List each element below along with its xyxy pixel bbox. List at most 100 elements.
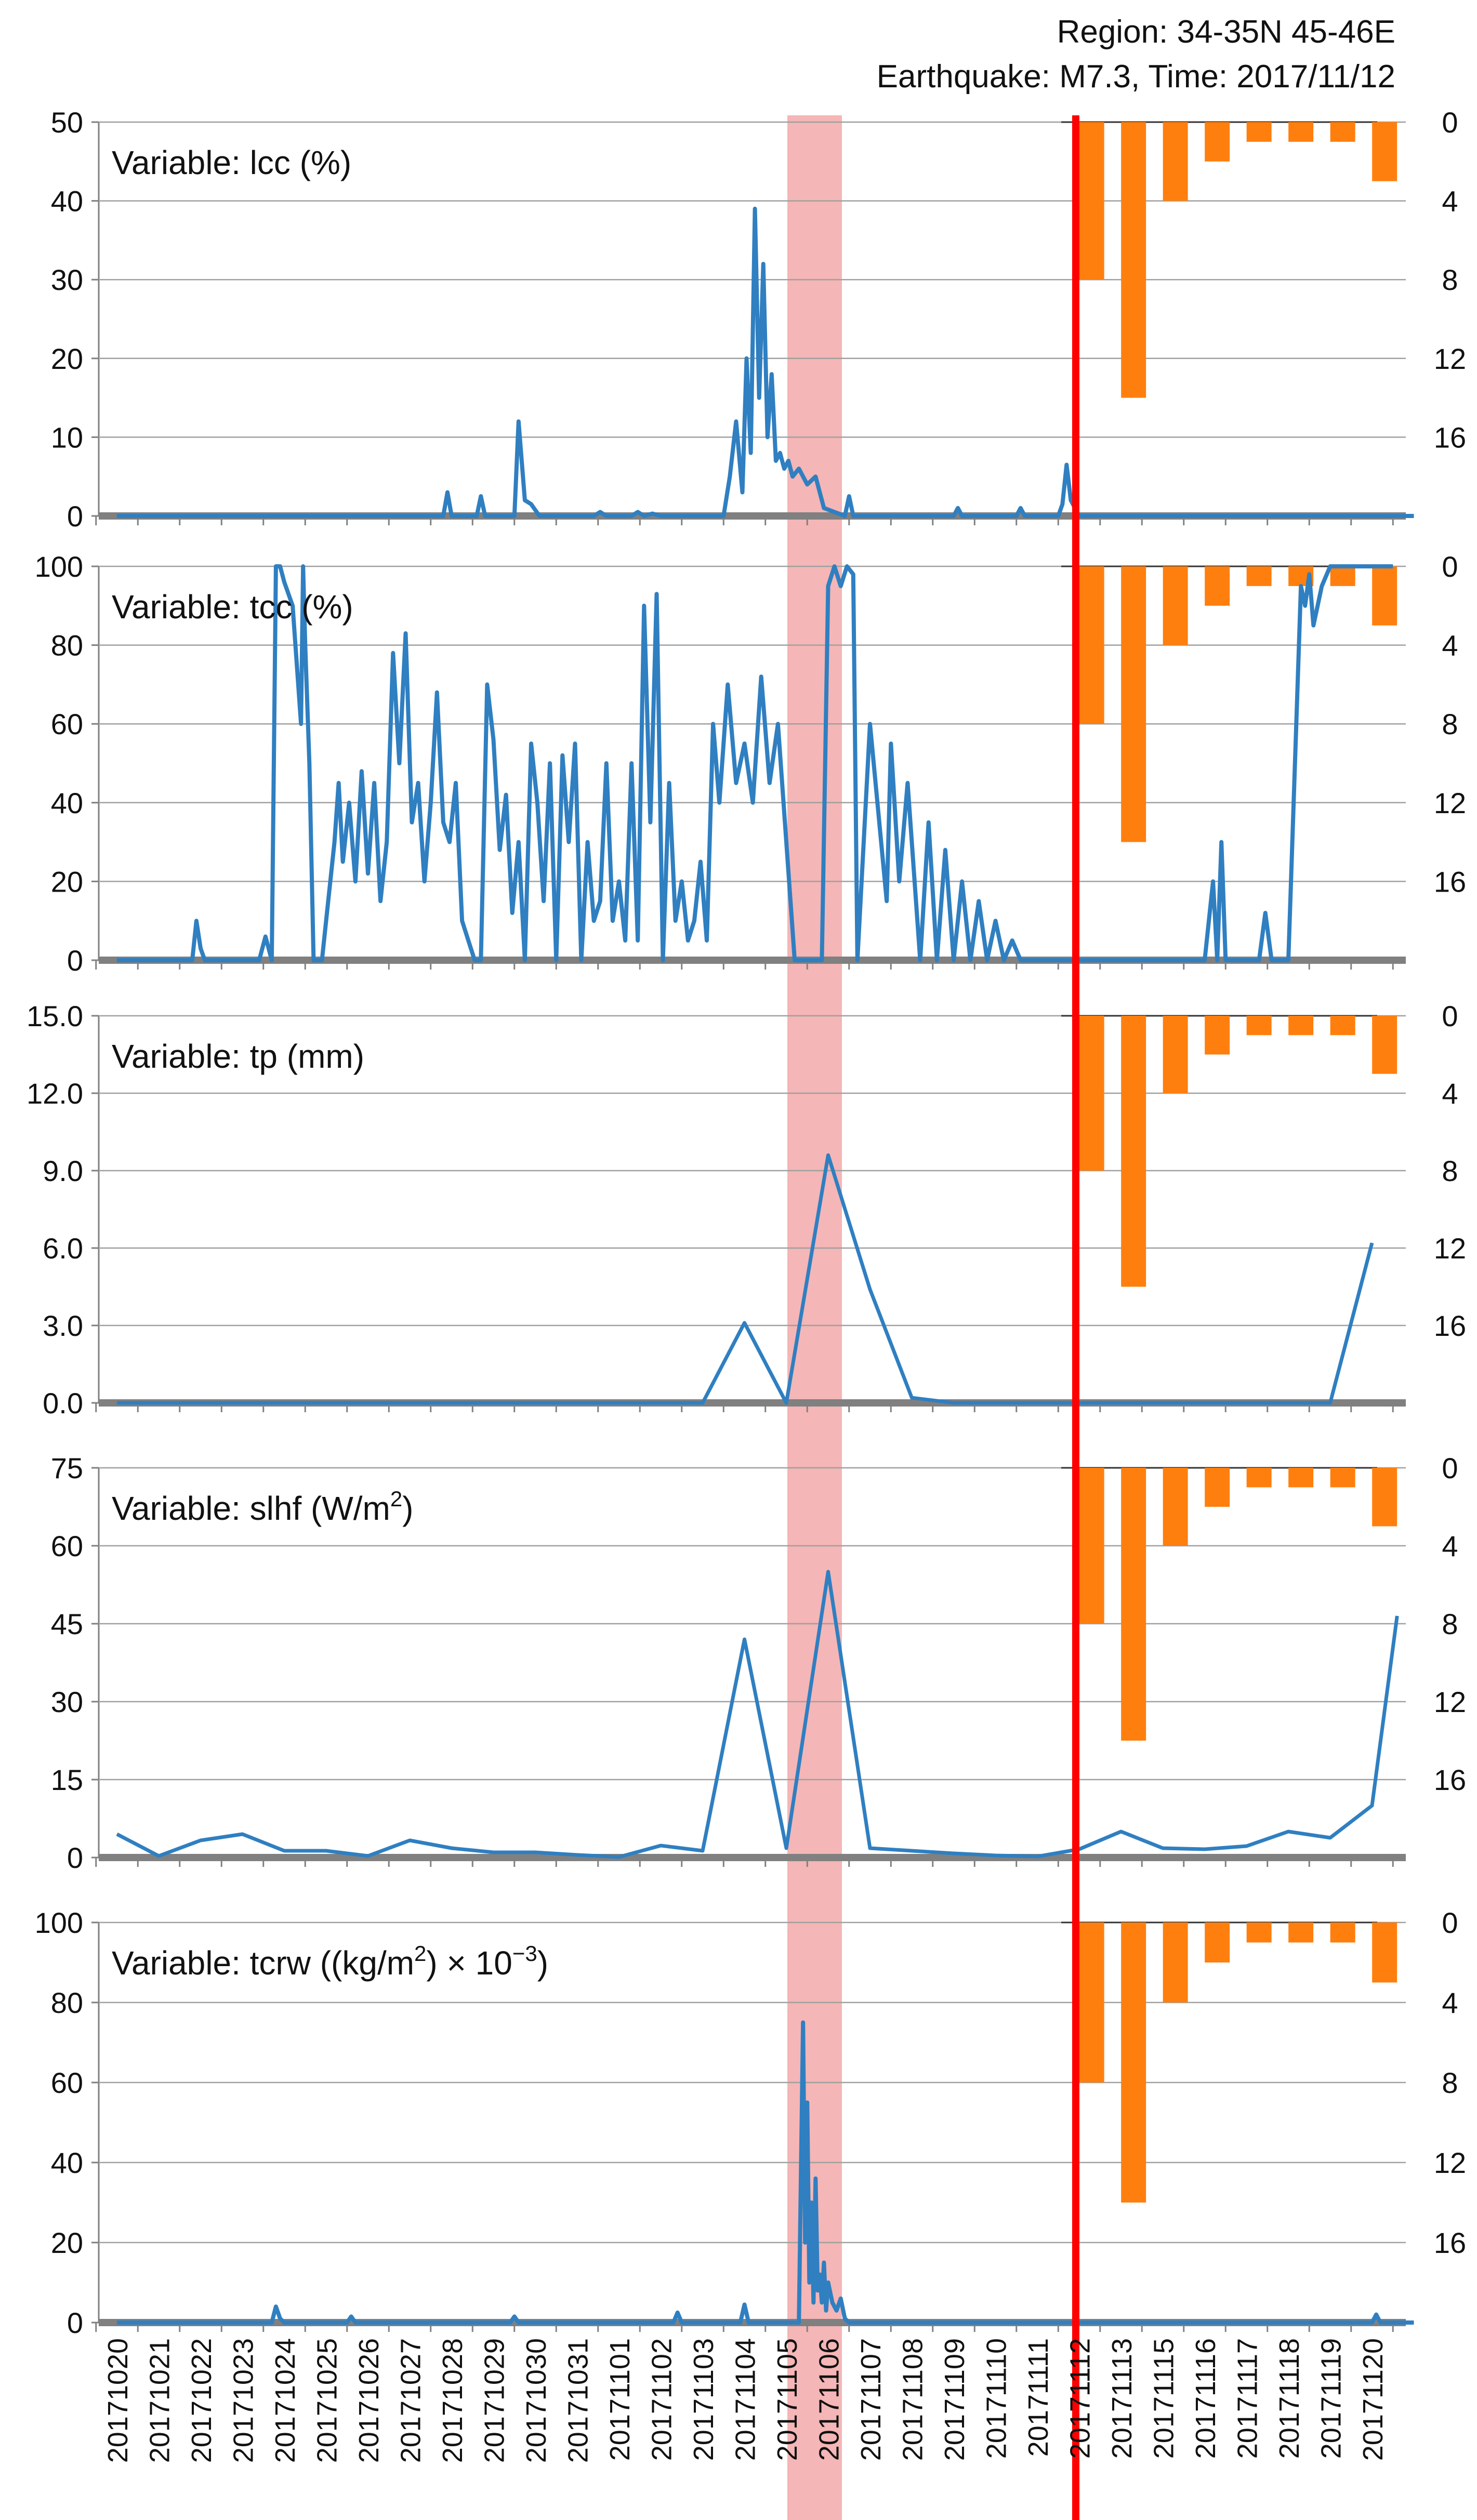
x-tick-label: 20171022 [186, 2338, 217, 2463]
title-text-end: ) [402, 1490, 413, 1527]
y-tick-label-tcc: 60 [51, 708, 83, 740]
right-tick-label-slhf: 0 [1442, 1452, 1458, 1484]
magnitude-bar-lcc [1372, 122, 1397, 181]
panel-tcrw: 0 20 40 60 80 100 0 4 8 12 16 Variable: tcrw ((kg/m… [35, 1906, 1467, 2339]
panel-slhf: 0 15 30 45 60 75 0 4 8 12 16 Variable: slhf (W/m2) [51, 1452, 1466, 1874]
magnitude-bar-tp [1288, 1016, 1314, 1036]
right-tick-label-tcrw: 12 [1434, 2146, 1466, 2179]
magnitude-bar-tp [1205, 1016, 1230, 1055]
x-tick-label: 20171111 [1023, 2338, 1054, 2457]
x-tick-label: 20171103 [688, 2338, 719, 2461]
y-tick-label-tcrw: 40 [51, 2146, 83, 2179]
magnitude-bar-tp [1330, 1016, 1355, 1036]
magnitude-bar-tcc [1330, 566, 1355, 586]
right-tick-label-tcrw: 0 [1442, 1906, 1458, 1939]
y-tick-label-tp: 9.0 [43, 1155, 83, 1187]
x-tick-label: 20171026 [353, 2338, 385, 2463]
y-tick-label-lcc: 30 [51, 263, 83, 296]
x-tick-label: 20171115 [1149, 2338, 1180, 2459]
y-tick-label-tcc: 40 [51, 787, 83, 819]
right-tick-label-tcrw: 4 [1442, 1986, 1458, 2019]
magnitude-bar-tcc [1246, 566, 1272, 586]
panel-title-tcc: Variable: tcc (%) [112, 588, 353, 626]
right-tick-label-tcc: 8 [1442, 708, 1458, 740]
right-tick-label-tcrw: 16 [1434, 2226, 1466, 2259]
y-tick-label-tp: 3.0 [43, 1309, 83, 1342]
magnitude-bar-slhf [1121, 1468, 1146, 1741]
x-tick-label: 20171101 [604, 2338, 636, 2461]
right-tick-label-lcc: 8 [1442, 263, 1458, 296]
right-tick-label-lcc: 16 [1434, 421, 1466, 454]
right-tick-label-lcc: 4 [1442, 185, 1458, 218]
title-text-close: ) [537, 1944, 548, 1982]
right-tick-label-tp: 0 [1442, 1000, 1458, 1032]
x-tick-label: 20171120 [1357, 2338, 1389, 2461]
magnitude-bar-tcrw [1205, 1922, 1230, 1962]
magnitude-bar-tcrw [1246, 1922, 1272, 1943]
magnitude-bar-slhf [1246, 1468, 1272, 1488]
x-tick-label: 20171028 [437, 2338, 468, 2463]
panel-title-lcc: Variable: lcc (%) [112, 144, 351, 181]
panel-title-tp: Variable: tp (mm) [112, 1038, 364, 1075]
title-superscript: 2 [414, 1941, 426, 1966]
right-tick-label-tp: 16 [1434, 1309, 1466, 1342]
x-tick-label: 20171110 [981, 2338, 1012, 2459]
x-tick-label: 20171119 [1316, 2338, 1347, 2459]
y-tick-label-tcc: 80 [51, 629, 83, 662]
y-tick-label-lcc: 20 [51, 342, 83, 375]
magnitude-bar-lcc [1330, 122, 1355, 142]
magnitude-bar-tcc [1205, 566, 1230, 606]
region-label: Region: 34-35N 45-46E [1057, 14, 1395, 50]
x-tick-label: 20171029 [479, 2338, 510, 2463]
right-tick-label-tcc: 16 [1434, 865, 1466, 898]
x-tick-label: 20171109 [939, 2338, 970, 2461]
y-tick-label-tcrw: 0 [67, 2306, 83, 2339]
panel-title-tcrw: Variable: tcrw ((kg/m2) × 10−3) [112, 1941, 548, 1982]
magnitude-bar-tp [1246, 1016, 1272, 1036]
y-tick-label-slhf: 60 [51, 1530, 83, 1562]
y-tick-label-lcc: 0 [67, 500, 83, 533]
x-tick-label: 20171108 [898, 2338, 929, 2461]
y-tick-label-lcc: 50 [51, 106, 83, 139]
magnitude-bar-tcrw [1288, 1922, 1314, 1943]
magnitude-bar-slhf [1079, 1468, 1104, 1624]
y-tick-label-tcrw: 20 [51, 2226, 83, 2259]
title-text: Variable: slhf (W/m [112, 1490, 390, 1527]
magnitude-bar-slhf [1288, 1468, 1314, 1488]
right-tick-label-slhf: 4 [1442, 1530, 1458, 1562]
y-tick-label-tcrw: 100 [35, 1906, 83, 1939]
magnitude-bar-slhf [1330, 1468, 1355, 1488]
x-tick-label: 20171106 [814, 2338, 845, 2461]
magnitude-bar-tp [1121, 1016, 1146, 1287]
magnitude-bar-lcc [1288, 122, 1314, 142]
x-tick-label: 20171027 [395, 2338, 427, 2463]
y-tick-label-lcc: 10 [51, 421, 83, 454]
panel-lcc: 0 10 20 30 40 50 0 4 8 12 16 Variable: lcc (%) [51, 106, 1466, 533]
x-tick-label: 20171102 [647, 2338, 678, 2461]
y-tick-label-tp: 15.0 [27, 1000, 83, 1032]
series-line-tp [117, 1153, 1374, 1405]
magnitude-bar-slhf [1205, 1468, 1230, 1507]
x-tick-label: 20171021 [144, 2338, 176, 2463]
right-tick-label-tcc: 4 [1442, 629, 1458, 662]
y-tick-label-tp: 6.0 [43, 1232, 83, 1265]
x-tick-label: 20171020 [102, 2338, 134, 2463]
right-tick-label-lcc: 0 [1442, 106, 1458, 139]
y-tick-label-slhf: 30 [51, 1686, 83, 1718]
x-tick-label: 20171105 [772, 2338, 803, 2461]
series-line-tcc [117, 564, 1393, 962]
title-text: Variable: tcrw ((kg/m [112, 1944, 414, 1982]
magnitude-bar-tcc [1121, 566, 1146, 842]
y-tick-label-tcc: 20 [51, 865, 83, 898]
x-tick-label: 20171118 [1274, 2338, 1305, 2459]
magnitude-bar-tcc [1163, 566, 1188, 645]
x-tick-label: 20171116 [1190, 2338, 1221, 2459]
y-tick-label-slhf: 45 [51, 1608, 83, 1640]
y-tick-label-tp: 0.0 [43, 1387, 83, 1420]
x-tick-label: 20171024 [270, 2338, 301, 2463]
right-tick-label-slhf: 8 [1442, 1608, 1458, 1640]
x-axis-layer: 20171020 20171021 20171022 20171023 20171024… [102, 2338, 1389, 2463]
panel-tcc: 0 20 40 60 80 100 0 4 8 12 16 Variable: tcc (%) [35, 550, 1467, 977]
